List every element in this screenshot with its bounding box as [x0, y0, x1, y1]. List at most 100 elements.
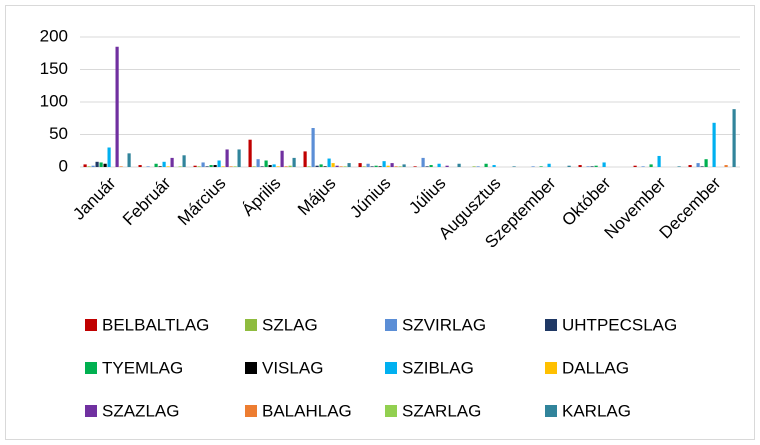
bar: [429, 165, 433, 167]
bar: [362, 166, 366, 167]
bar: [319, 164, 323, 167]
bar: [260, 166, 264, 167]
legend-label: UHTPECSLAG: [562, 315, 677, 334]
legend-swatch: [245, 405, 257, 417]
bar: [398, 166, 402, 167]
y-tick-label: 0: [59, 156, 68, 175]
bar: [95, 161, 99, 167]
bar: [567, 165, 571, 167]
bar: [170, 157, 174, 167]
bar: [347, 163, 351, 167]
legend-swatch: [545, 405, 557, 417]
bar: [476, 166, 480, 167]
bar: [284, 166, 288, 167]
bar: [594, 165, 598, 167]
bar: [91, 165, 95, 167]
legend-swatch: [85, 405, 97, 417]
bar: [386, 165, 390, 167]
bar: [221, 166, 225, 167]
legend-label: SZARLAG: [402, 401, 481, 420]
bar: [248, 139, 252, 167]
legend-label: BALAHLAG: [262, 401, 352, 420]
bar: [437, 163, 441, 167]
bar: [390, 163, 394, 167]
bar: [457, 163, 461, 167]
bar: [276, 166, 280, 167]
bar: [586, 166, 590, 167]
bar: [374, 165, 378, 167]
bar: [233, 166, 237, 167]
bar: [127, 153, 131, 167]
legend-label: SZAZLAG: [102, 401, 179, 420]
bar: [358, 163, 362, 167]
bar: [378, 166, 382, 167]
chart-border: [5, 5, 755, 440]
legend-swatch: [85, 319, 97, 331]
bar: [382, 161, 386, 167]
bar: [677, 166, 681, 167]
bar: [237, 149, 241, 167]
legend-label: SZLAG: [262, 315, 318, 334]
bar: [331, 163, 335, 167]
bar: [641, 166, 645, 167]
bar: [292, 157, 296, 167]
legend-swatch: [85, 362, 97, 374]
bar: [162, 161, 166, 167]
bar: [343, 166, 347, 167]
bar: [339, 166, 343, 167]
bar: [590, 166, 594, 167]
bar: [103, 163, 107, 167]
bar: [280, 150, 284, 167]
y-tick-label: 200: [40, 26, 68, 45]
bar: [107, 147, 111, 167]
legend-swatch: [385, 405, 397, 417]
bar: [327, 158, 331, 167]
bar: [445, 165, 449, 167]
bar: [138, 165, 142, 167]
bar: [217, 160, 221, 167]
legend-label: BELBALTLAG: [102, 315, 209, 334]
bar: [256, 159, 260, 167]
bar: [288, 165, 292, 167]
bar: [182, 155, 186, 167]
bar: [178, 166, 182, 167]
bar: [323, 166, 327, 167]
bar: [272, 164, 276, 167]
y-tick-label: 100: [40, 91, 68, 110]
bar: [425, 166, 429, 167]
bar: [193, 165, 197, 167]
bar: [732, 109, 736, 167]
bar: [472, 166, 476, 167]
legend-label: SZVIRLAG: [402, 315, 486, 334]
legend-label: TYEMLAG: [102, 358, 183, 377]
bar: [83, 164, 87, 167]
bar: [649, 164, 653, 167]
bar: [197, 166, 201, 167]
bar: [657, 155, 661, 167]
legend-swatch: [385, 362, 397, 374]
bar: [366, 163, 370, 167]
bar: [225, 149, 229, 167]
bar: [413, 166, 417, 167]
bar: [119, 166, 123, 167]
bar: [724, 165, 728, 167]
bar: [252, 166, 256, 167]
bar: [512, 166, 516, 167]
legend-swatch: [245, 362, 257, 374]
y-tick-label: 50: [49, 124, 68, 143]
y-tick-label: 150: [40, 59, 68, 78]
bar: [303, 151, 307, 167]
legend-label: VISLAG: [262, 358, 323, 377]
bar: [213, 165, 217, 167]
bar: [158, 166, 162, 167]
bar: [115, 46, 119, 167]
bar: [87, 166, 91, 167]
legend-swatch: [545, 319, 557, 331]
bar: [99, 162, 103, 167]
bar: [201, 162, 205, 167]
bar: [307, 166, 311, 167]
legend-label: DALLAG: [562, 358, 629, 377]
bar: [268, 165, 272, 167]
legend-swatch: [245, 319, 257, 331]
bar: [602, 162, 606, 167]
